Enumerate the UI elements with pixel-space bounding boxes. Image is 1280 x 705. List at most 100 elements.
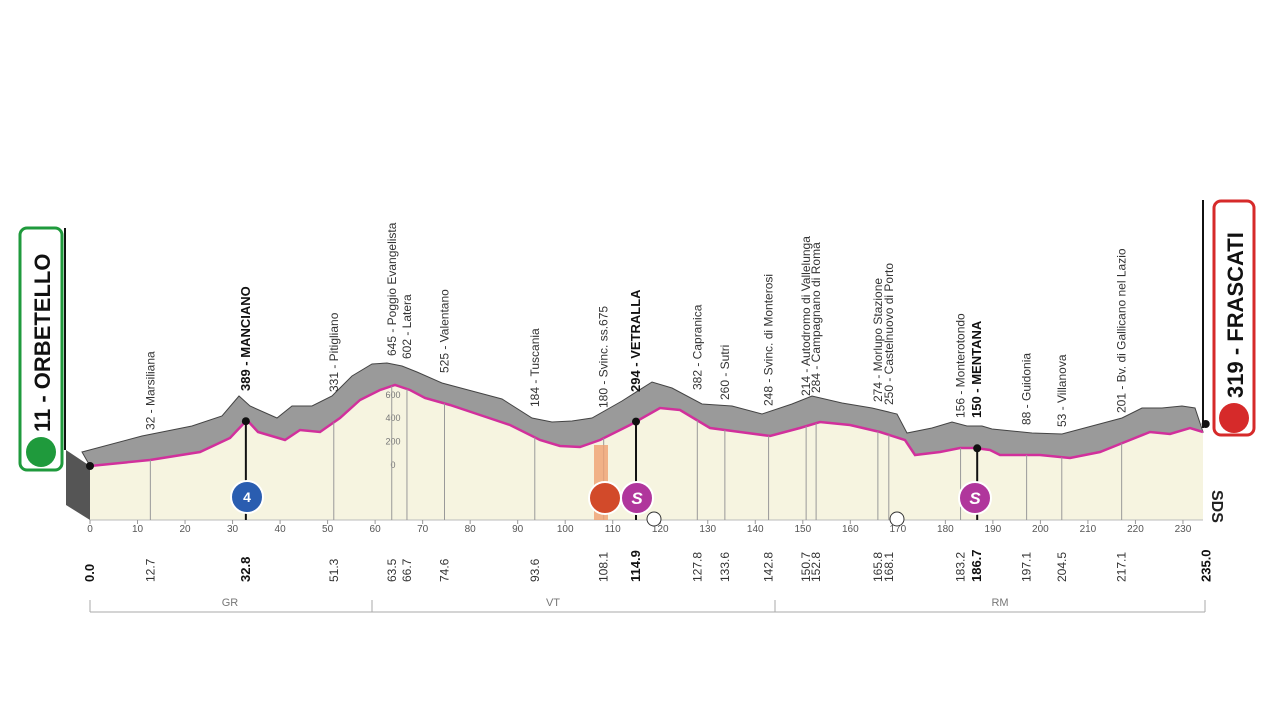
waypoint-label: 389 - MANCIANO (238, 286, 253, 391)
waypoint-label: 602 - Latera (400, 294, 414, 359)
waypoint-km: 142.8 (762, 552, 776, 582)
km-tick-label: 10 (132, 524, 144, 535)
waypoint-km: 127.8 (690, 552, 704, 582)
km-tick-label: 170 (889, 524, 906, 535)
rail-icon (646, 511, 662, 527)
waypoint-km: 235.0 (1199, 549, 1214, 582)
waypoint-label: 184 - Tuscania (528, 328, 542, 407)
region-label: RM (991, 597, 1008, 609)
feed-icon (588, 481, 622, 515)
waypoint-label: 274 - Morlupo Stazione (871, 278, 885, 402)
waypoint-dot (973, 444, 982, 453)
km-tick-label: 150 (794, 524, 811, 535)
finish-label: 319 - FRASCATI (1223, 232, 1248, 398)
km-tick-label: 120 (652, 524, 669, 535)
sprint-icon (958, 481, 992, 515)
km-tick-label: 80 (465, 524, 477, 535)
waypoint-km: 74.6 (437, 558, 451, 582)
finish-icon (1219, 403, 1249, 433)
waypoint-km: 0.0 (82, 564, 97, 582)
km-tick-label: 230 (1175, 524, 1192, 535)
waypoint-label: 260 - Sutri (718, 345, 732, 400)
waypoint-km: 93.6 (528, 558, 542, 582)
km-tick-label: 210 (1080, 524, 1097, 535)
region-bar: GR VT RM (89, 597, 1206, 613)
waypoint-km: 150.7 (799, 552, 813, 582)
km-tick-label: 20 (179, 524, 191, 535)
km-tick-label: 70 (417, 524, 429, 535)
waypoint-label: 382 - Capranica (690, 304, 704, 390)
waypoint-km: 186.7 (969, 549, 984, 582)
km-tick-label: 140 (747, 524, 764, 535)
waypoint-dot (632, 417, 641, 426)
waypoint-label: 180 - Svinc. ss.675 (597, 306, 611, 408)
waypoint-label: 88 - Guidonia (1020, 353, 1034, 425)
waypoint-km: 165.8 (871, 552, 885, 582)
waypoint-km: 197.1 (1020, 552, 1034, 582)
waypoint-dot (241, 417, 250, 426)
waypoint-label: 294 - VETRALLA (628, 289, 643, 392)
waypoint-label: 331 - Pitigliano (327, 312, 341, 392)
finish-badge (1212, 199, 1256, 437)
waypoint-label: 284 - Campagnano di Roma (809, 242, 823, 393)
rail-icon (889, 511, 905, 527)
km-tick-label: 200 (1032, 524, 1049, 535)
profile-line (89, 383, 1204, 468)
waypoint-km: 168.1 (882, 552, 896, 582)
start-label: 11 - ORBETELLO (30, 254, 55, 432)
waypoint-km: 114.9 (628, 550, 643, 582)
start-dot (86, 462, 94, 470)
km-tick-label: 40 (275, 524, 287, 535)
waypoint-km: 66.7 (400, 558, 414, 582)
altitude-tick-label: 200 (385, 437, 400, 447)
waypoint-km: 217.1 (1115, 552, 1129, 582)
waypoint-label: 250 - Castelnuovo di Porto (882, 263, 896, 405)
profile-wall (66, 450, 90, 520)
km-tick-label: 60 (370, 524, 382, 535)
waypoint-km: 152.8 (809, 552, 823, 582)
profile: 0 200 400 600 0 10 20 30 40 50 60 70 80 90 100 110 120 13… (66, 362, 1204, 535)
waypoint-km: 63.5 (385, 558, 399, 582)
waypoint-label: 156 - Monterotondo (954, 313, 968, 418)
start-badge (18, 226, 64, 472)
km-tick-label: 90 (512, 524, 524, 535)
sprint-label: S (631, 489, 643, 508)
sprint-label: S (969, 489, 981, 508)
brand: SDS (1208, 490, 1225, 523)
waypoint-km: 108.1 (597, 552, 611, 582)
sprint-icon (620, 481, 654, 515)
labels: 0.0 235.0 32 - Marsiliana 12.7 389 - MANCIAN… (82, 222, 1214, 582)
km-tick-label: 30 (227, 524, 239, 535)
waypoint-km: 12.7 (143, 558, 157, 582)
altitude-tick-label: 400 (385, 413, 400, 423)
waypoint-km: 32.8 (238, 557, 253, 582)
finish-dot (1201, 420, 1210, 428)
km-tick-label: 100 (557, 524, 574, 535)
waypoint-km: 133.6 (718, 552, 732, 582)
waypoint-label: 645 - Poggio Evangelista (385, 222, 399, 356)
km-tick-label: 190 (985, 524, 1002, 535)
waypoint-label: 150 - MENTANA (969, 320, 984, 418)
altitude-tick-label: 600 (385, 390, 400, 400)
km-tick-label: 110 (605, 524, 621, 535)
climb-icon (230, 480, 264, 514)
waypoint-km: 183.2 (954, 552, 968, 582)
km-tick-label: 130 (699, 524, 716, 535)
waypoint-label: 248 - Svinc. di Monterosi (762, 274, 776, 406)
altitude-tick-label: 0 (390, 460, 395, 470)
waypoint-label: 53 - Villanova (1055, 354, 1069, 427)
waypoint-label: 32 - Marsiliana (143, 351, 157, 430)
profile-face (90, 385, 1203, 520)
waypoint-label: 201 - Bv. di Gallicano nel Lazio (1115, 248, 1129, 413)
km-tick-label: 0 (87, 524, 93, 535)
waypoint-label: 525 - Valentano (437, 289, 451, 373)
waypoint-km: 51.3 (327, 558, 341, 582)
region-label: VT (546, 597, 560, 609)
waypoint-label: 214 - Autodromo di Vallelunga (799, 236, 813, 396)
waypoint-km: 204.5 (1055, 552, 1069, 582)
region-label: GR (222, 597, 239, 609)
km-tick-label: 180 (937, 524, 954, 535)
km-tick-label: 160 (842, 524, 859, 535)
climb-category: 4 (243, 489, 251, 505)
